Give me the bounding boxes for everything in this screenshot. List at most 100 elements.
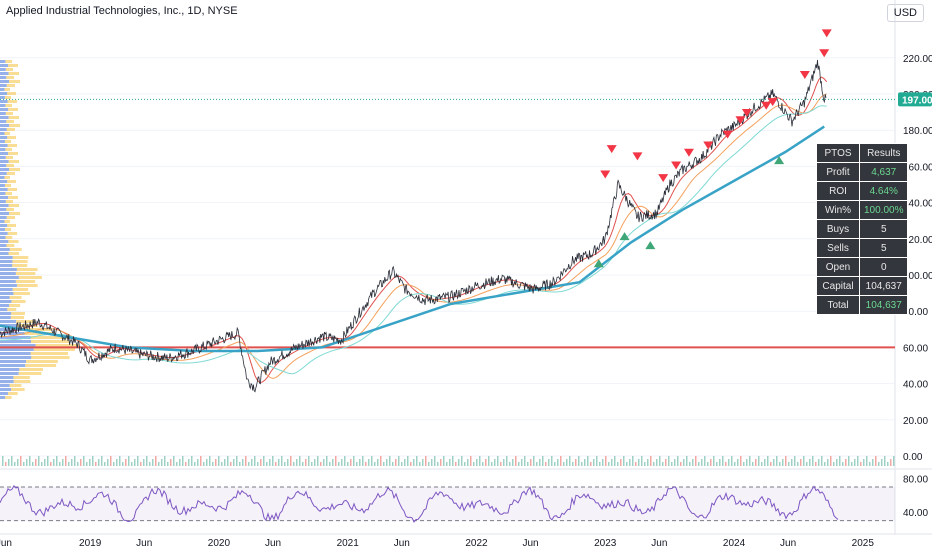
volume-profile-bar [0, 96, 5, 99]
volume-profile-bar [0, 372, 19, 375]
stats-row: Buys 5 [816, 219, 909, 239]
volume-bar [362, 456, 364, 466]
volume-profile-bar [0, 128, 7, 131]
volume-bar [416, 456, 418, 466]
volume-bar [773, 459, 775, 466]
volume-bar [743, 462, 745, 466]
volume-profile-bar [4, 220, 11, 223]
stats-key: Open [816, 257, 860, 277]
volume-profile-bar [18, 372, 42, 375]
volume-profile-bar [0, 244, 7, 247]
volume-profile-bar [8, 152, 18, 155]
volume-bar [515, 456, 517, 466]
volume-profile-bar [0, 192, 6, 195]
volume-profile-bar [9, 296, 22, 299]
volume-bar [338, 462, 340, 466]
volume-bar [314, 459, 316, 466]
volume-profile-bar [8, 116, 19, 119]
volume-bar [779, 462, 781, 466]
volume-profile-bar [9, 248, 22, 251]
volume-bar [239, 462, 241, 466]
stats-header-key: PTOS [816, 143, 860, 163]
volume-profile-bar [13, 380, 31, 383]
volume-bar [371, 456, 373, 466]
volume-bar [14, 462, 16, 466]
volume-bar [140, 462, 142, 466]
volume-profile-bar [0, 348, 34, 351]
currency-button[interactable]: USD [886, 4, 924, 22]
volume-bar [113, 462, 115, 466]
volume-bar [359, 459, 361, 466]
ma-line-long [0, 125, 825, 353]
volume-bar [857, 456, 859, 466]
volume-profile-bar [0, 276, 19, 279]
volume-bar [101, 456, 103, 466]
volume-bar [470, 456, 472, 466]
volume-profile-bar [0, 132, 5, 135]
volume-bar [614, 456, 616, 466]
volume-profile-bar [0, 180, 8, 183]
volume-bar [593, 459, 595, 466]
volume-profile-bar [0, 340, 32, 343]
volume-bar [566, 459, 568, 466]
volume-bar [143, 459, 145, 466]
volume-profile-bar [0, 312, 12, 315]
volume-bar [389, 456, 391, 466]
volume-bar [161, 459, 163, 466]
volume-profile-bar [6, 164, 14, 167]
volume-bar [233, 459, 235, 466]
price-tick-label: 220.00 [903, 54, 932, 65]
volume-profile-bar [7, 392, 18, 395]
volume-bar [218, 456, 220, 466]
volume-bar [452, 456, 454, 466]
volume-bar [209, 456, 211, 466]
volume-profile-bar [0, 336, 31, 339]
volume-bar [782, 459, 784, 466]
price-tick-label: 60.00 [903, 343, 928, 354]
volume-bar [299, 456, 301, 466]
volume-bar [122, 462, 124, 466]
volume-bar [668, 456, 670, 466]
volume-bar [440, 459, 442, 466]
volume-profile-bar [0, 204, 9, 207]
sell-signal-marker [683, 148, 694, 157]
time-tick-label: 2023 [594, 538, 617, 549]
price-line [0, 59, 827, 393]
volume-bar [674, 459, 676, 466]
ma-line-fast [0, 76, 828, 384]
volume-profile-bar [5, 396, 12, 399]
volume-bar [149, 462, 151, 466]
volume-bar [80, 459, 82, 466]
stats-row: Capital 104,637 [816, 276, 909, 296]
volume-profile-bar [5, 148, 12, 151]
volume-profile-bar [0, 220, 5, 223]
volume-bar [164, 456, 166, 466]
volume-bar [20, 456, 22, 466]
volume-bar [305, 459, 307, 466]
volume-profile-bar [0, 376, 14, 379]
volume-bar [875, 456, 877, 466]
ma-line-mid [0, 93, 827, 379]
volume-bar [410, 462, 412, 466]
volume-bar [767, 456, 769, 466]
volume-bar [137, 456, 139, 466]
volume-profile-bar [12, 256, 29, 259]
volume-profile-bar [0, 392, 8, 395]
rsi-tick-label: 80.00 [903, 475, 928, 486]
volume-bar [719, 459, 721, 466]
volume-bar [278, 459, 280, 466]
volume-profile-bar [6, 244, 15, 247]
rsi-band [0, 487, 895, 521]
volume-profile-bar [0, 308, 8, 311]
volume-profile-bar [6, 128, 15, 131]
volume-bar [221, 462, 223, 466]
volume-bar [863, 459, 865, 466]
volume-bar [2, 456, 4, 466]
volume-profile-bar [23, 328, 52, 331]
volume-bar [872, 459, 874, 466]
volume-profile-bar [5, 156, 13, 159]
volume-bar [686, 456, 688, 466]
price-tick-label: 120.00 [903, 235, 932, 246]
volume-bar [512, 459, 514, 466]
